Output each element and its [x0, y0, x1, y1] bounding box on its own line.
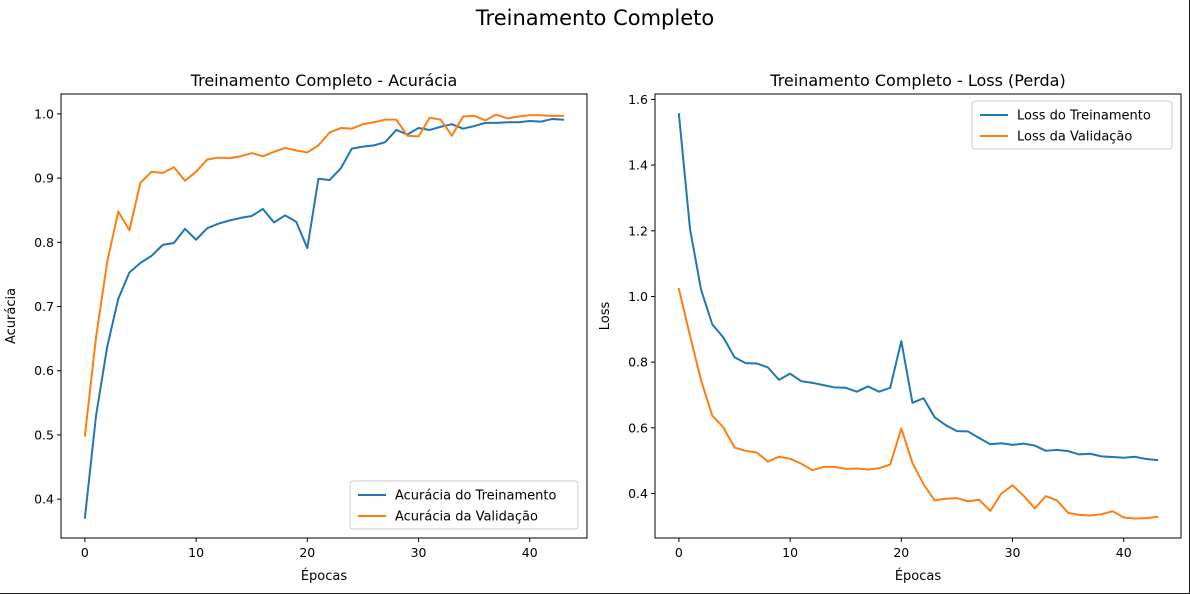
legend: Acurácia do Treinamento Acurácia da Valid…	[349, 480, 579, 530]
x-tick-label: 20	[893, 545, 909, 560]
legend-label-2: Loss da Validação	[1017, 130, 1132, 145]
series-line-2	[83, 113, 565, 437]
y-tick-label: 0.8	[628, 355, 648, 370]
chart-title: Treinamento Completo - Loss (Perda)	[769, 71, 1065, 90]
x-tick-label: 10	[782, 545, 798, 560]
x-axis-label: Épocas	[895, 568, 942, 584]
y-tick-label: 1.0	[34, 106, 54, 121]
y-tick-label: 0.8	[34, 235, 54, 250]
loss-chart: Treinamento Completo - Loss (Perda) 0 10 20…	[598, 71, 1182, 584]
y-tick-label: 0.6	[34, 363, 54, 378]
y-tick-label: 1.4	[628, 158, 648, 173]
y-tick-label: 0.6	[628, 420, 648, 435]
x-axis-label: Épocas	[301, 568, 348, 584]
x-tick-label: 40	[1116, 545, 1132, 560]
y-tick-label: 0.9	[34, 171, 54, 186]
x-tick-label: 20	[299, 545, 315, 560]
series-line-1	[83, 118, 565, 519]
y-tick-label: 1.0	[628, 289, 648, 304]
y-tick-label: 1.2	[628, 223, 648, 238]
y-tick-label: 0.4	[628, 486, 648, 501]
legend-label-1: Loss do Treinamento	[1017, 109, 1151, 124]
legend-label-1: Acurácia do Treinamento	[395, 489, 556, 504]
x-tick-label: 40	[522, 545, 538, 560]
x-tick-label: 30	[411, 545, 427, 560]
x-tick-label: 10	[188, 545, 204, 560]
plot-frame	[654, 93, 1182, 539]
y-axis-label: Acurácia	[4, 288, 19, 344]
y-tick-label: 0.7	[34, 299, 54, 314]
plot-frame	[60, 93, 588, 539]
legend-label-2: Acurácia da Validação	[395, 510, 538, 525]
x-tick-label: 30	[1005, 545, 1021, 560]
series-line-2	[677, 287, 1159, 520]
legend: Loss do Treinamento Loss da Validação	[971, 100, 1173, 150]
y-tick-label: 0.5	[34, 427, 54, 442]
legend-box	[349, 480, 579, 530]
series-line-1	[677, 113, 1159, 462]
y-axis-label: Loss	[598, 302, 613, 331]
legend-box	[971, 100, 1173, 150]
x-tick-label: 0	[81, 545, 89, 560]
accuracy-chart: Treinamento Completo - Acurácia 0 10 20 30 40…	[4, 71, 588, 584]
chart-title: Treinamento Completo - Acurácia	[190, 71, 458, 90]
y-tick-label: 1.6	[628, 92, 648, 107]
figure-suptitle: Treinamento Completo	[475, 6, 715, 30]
x-tick-label: 0	[675, 545, 683, 560]
y-tick-label: 0.4	[34, 492, 54, 507]
